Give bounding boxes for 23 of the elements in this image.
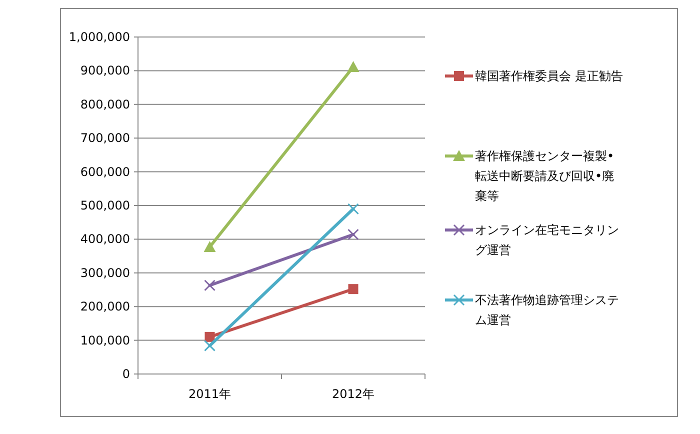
legend-label: 著作権保護センター複製•転送中断要請及び回収•廃棄等	[475, 148, 616, 205]
point	[204, 340, 216, 352]
y-tick-label: 100,000	[80, 333, 130, 348]
y-tick-label: 700,000	[80, 131, 130, 146]
point	[204, 332, 215, 342]
legend-label: オンライン在宅モニタリング運営	[475, 222, 620, 259]
y-tick-label: 600,000	[80, 164, 130, 179]
y-tick-label: 500,000	[80, 198, 130, 212]
x-tick-label: 2011年	[188, 387, 232, 401]
point	[348, 284, 358, 294]
point	[348, 203, 359, 215]
y-tick-label: 1,000,000	[68, 30, 130, 44]
y-tick-label: 200,000	[80, 300, 130, 314]
point	[204, 280, 216, 292]
y-tick-label: 300,000	[80, 266, 130, 280]
legend-label: 不法著作物追跡管理システム運営	[475, 292, 620, 329]
point	[348, 228, 359, 240]
x-tick-label: 2012年	[332, 387, 375, 401]
y-tick-label: 800,000	[80, 97, 130, 112]
y-tick-label: 900,000	[80, 64, 130, 78]
legend-label: 韓国著作権委員会 是正勧告	[475, 68, 624, 85]
y-tick-label: 400,000	[80, 232, 130, 246]
y-tick-label: 0	[122, 367, 130, 381]
